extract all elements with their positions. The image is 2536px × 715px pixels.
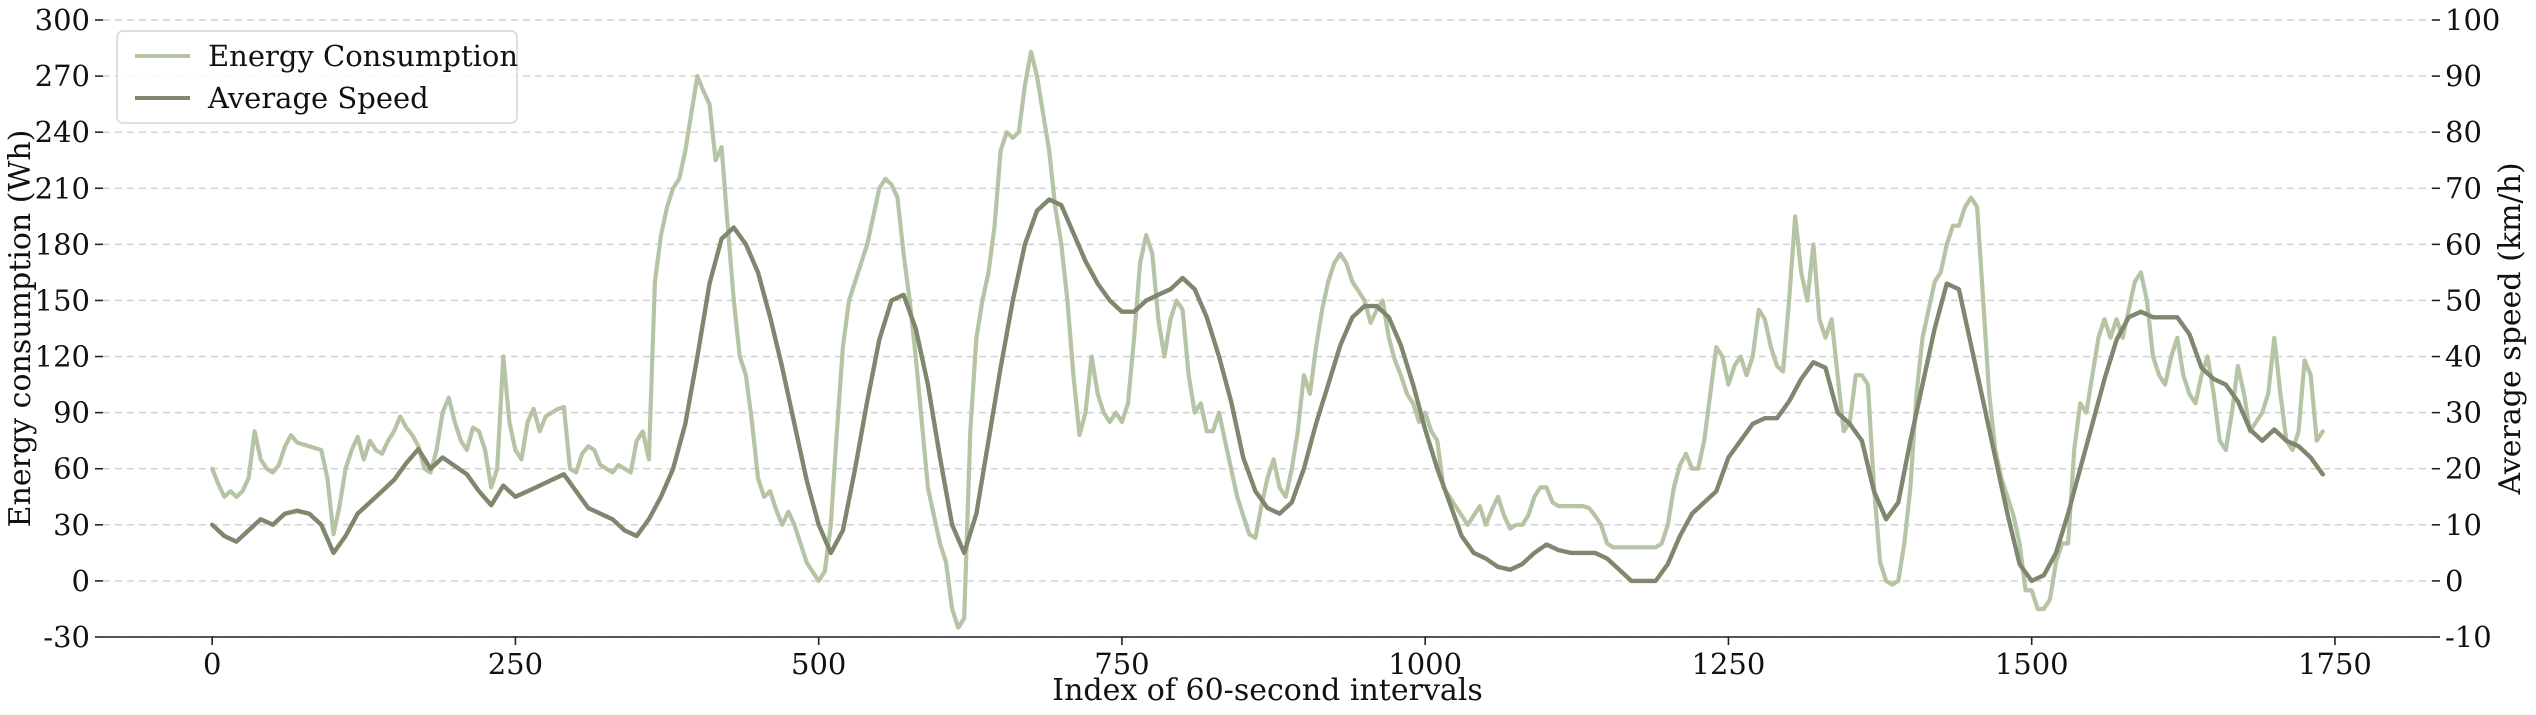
x-tick-label-1500: 1500 (1995, 647, 2069, 681)
y-right-tick-label-50: 50 (2445, 283, 2482, 317)
series-layer (210, 49, 2325, 630)
x-tick-label-1750: 1750 (2298, 647, 2372, 681)
y-axis-right-label: Average speed (km/h) (2493, 162, 2528, 495)
ticks: 0 250 500 750 1000 1250 1500 1750-3003060901201… (35, 3, 2501, 681)
y-right-tick-label-0: 0 (2445, 564, 2463, 598)
x-tick-label-250: 250 (488, 647, 543, 681)
series-line-average-speed (210, 197, 2325, 584)
y-left-tick-label-180: 180 (35, 227, 90, 261)
y-left-tick-label-0: 0 (72, 564, 90, 598)
series-line-energy-consumption (210, 49, 2325, 630)
y-left-tick-label-300: 300 (35, 3, 90, 37)
y-left-tick-label-90: 90 (53, 396, 90, 430)
y-right-tick-label-90: 90 (2445, 59, 2482, 93)
x-tick-label-750: 750 (1094, 647, 1149, 681)
y-left-tick-label-120: 120 (35, 340, 90, 374)
legend-box (116, 30, 518, 124)
x-tick-label-1000: 1000 (1388, 647, 1462, 681)
y-right-tick-label-20: 20 (2445, 452, 2482, 486)
legend-entry-energy-consumption: Energy Consumption (208, 39, 518, 73)
y-right-tick-label-60: 60 (2445, 227, 2482, 261)
y-left-tick-label-30: -30 (43, 620, 90, 654)
legend: Energy Consumption Average Speed (116, 30, 518, 124)
y-right-tick-label-10: -10 (2445, 620, 2492, 654)
y-left-tick-label-150: 150 (35, 283, 90, 317)
grid-lines (103, 19, 2432, 638)
y-right-tick-label-10: 10 (2445, 508, 2482, 542)
y-right-tick-label-80: 80 (2445, 115, 2482, 149)
y-axis-left-label: Energy consumption (Wh) (3, 130, 38, 528)
y-left-tick-label-60: 60 (53, 452, 90, 486)
x-tick-label-1250: 1250 (1692, 647, 1766, 681)
y-right-tick-label-100: 100 (2445, 3, 2500, 37)
x-tick-label-500: 500 (791, 647, 846, 681)
y-right-tick-label-70: 70 (2445, 171, 2482, 205)
y-left-tick-label-240: 240 (35, 115, 90, 149)
y-left-tick-label-210: 210 (35, 171, 90, 205)
x-axis-label: Index of 60-second intervals (1052, 673, 1483, 708)
y-right-tick-label-30: 30 (2445, 396, 2482, 430)
y-left-tick-label-270: 270 (35, 59, 90, 93)
y-right-tick-label-40: 40 (2445, 340, 2482, 374)
y-left-tick-label-30: 30 (53, 508, 90, 542)
x-tick-label-0: 0 (203, 647, 221, 681)
legend-entry-average-speed: Average Speed (207, 81, 429, 115)
